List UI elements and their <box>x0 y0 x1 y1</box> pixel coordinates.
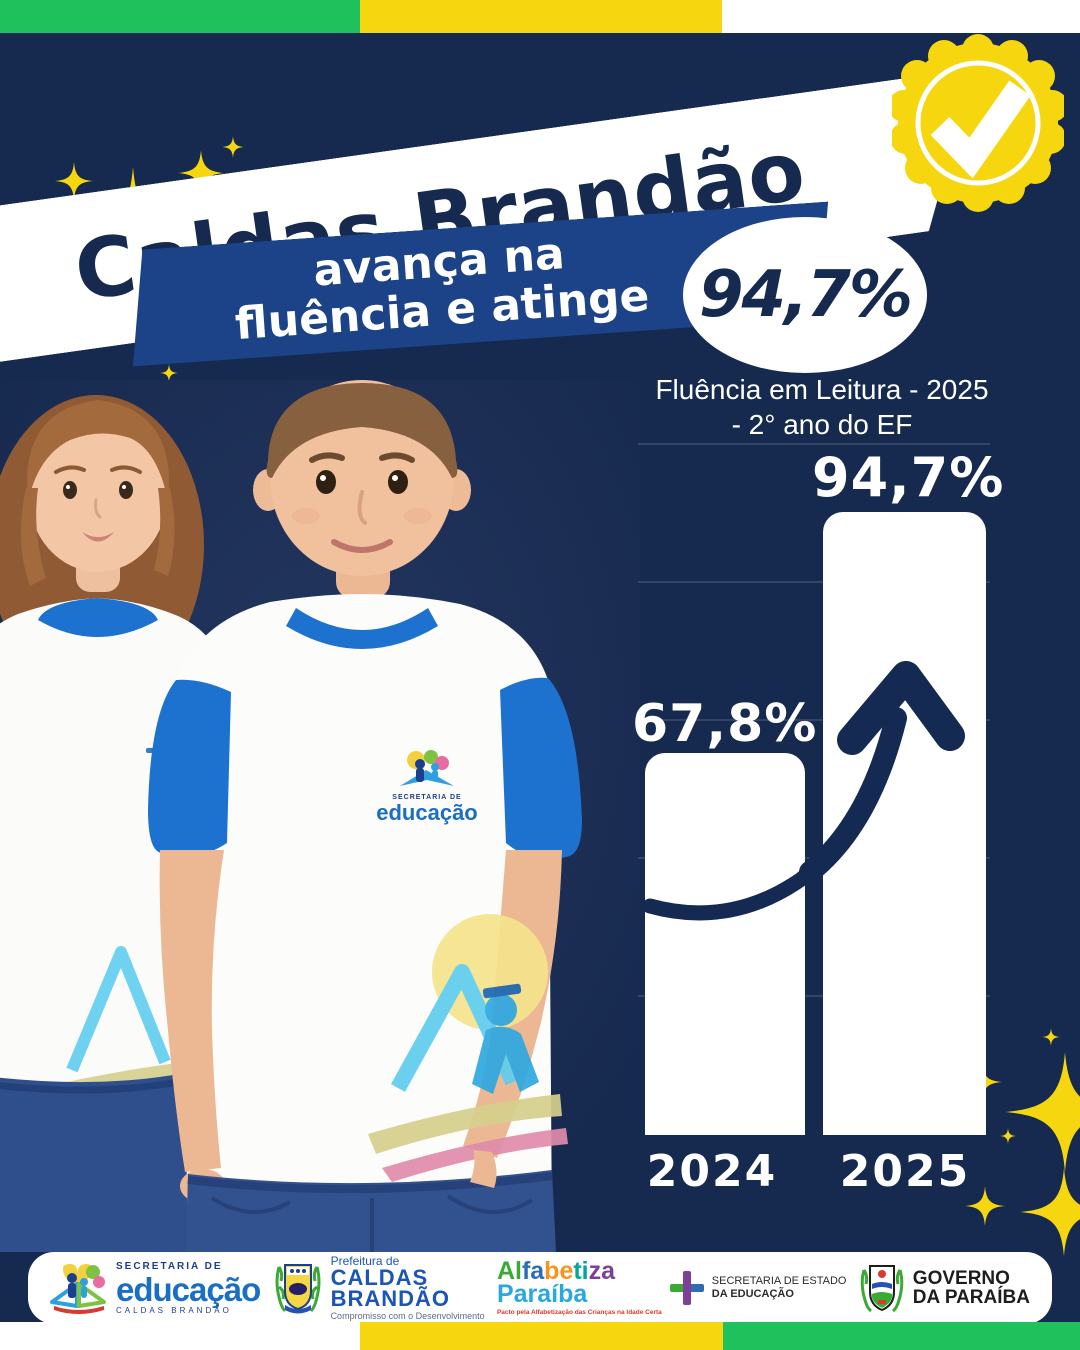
sparkle-icon <box>1005 1052 1080 1172</box>
footer-logo-bar: SECRETARIA DE educação CALDAS BRANDÃO Pr… <box>28 1252 1052 1324</box>
prefeitura-main-label-1: CALDAS <box>330 1265 429 1291</box>
bar-value-2025: 94,7% <box>812 446 1005 509</box>
alfabetiza-paraiba-logo: Alfabetiza Paraíba Pacto pela Alfabetiza… <box>496 1256 847 1317</box>
chart-gridline <box>638 443 990 445</box>
sparkle-icon <box>160 364 178 382</box>
stripe-segment-green <box>0 0 360 33</box>
sparkle-icon <box>965 1186 1005 1226</box>
alfabetiza-wordmark: Alfabetiza <box>496 1256 616 1285</box>
sparkle-icon <box>178 150 224 196</box>
highlight-value: 94,7% <box>698 258 913 332</box>
stripe-segment-yellow <box>360 1322 723 1350</box>
paraiba-wordmark: Paraíba <box>496 1280 588 1309</box>
subtitle-line-2: fluência e atinge <box>233 270 651 351</box>
secretaria-sub-label: CALDAS BRANDÃO <box>116 1305 232 1315</box>
stripe-segment-white <box>0 1322 360 1350</box>
sparkle-icon <box>222 136 244 158</box>
secretaria-educacao-logo-icon <box>50 1264 106 1314</box>
prefeitura-top-label: Prefeitura de <box>330 1254 400 1269</box>
prefeitura-tagline: Compromisso com o Desenvolvimento <box>330 1310 485 1321</box>
stripe-segment-yellow <box>360 0 722 33</box>
secretaria-educacao-logo: SECRETARIA DE educação CALDAS BRANDÃO <box>50 1260 261 1315</box>
chart-gridline <box>638 995 990 997</box>
governo-label-2: DA PARAÍBA <box>912 1287 1030 1308</box>
stripe-segment-white <box>722 0 1080 33</box>
governo-label-1: GOVERNO <box>912 1267 1010 1289</box>
children-photo: SECRETARIA DE educação <box>0 380 640 1252</box>
bottom-stripe <box>0 1322 1080 1350</box>
check-badge-icon <box>888 24 1068 222</box>
bar-label-2024: 2024 <box>646 1146 778 1197</box>
svg-text:SECRETARIA DE: SECRETARIA DE <box>392 794 461 801</box>
svg-text:educação: educação <box>376 800 478 825</box>
governo-paraiba-logo: GOVERNO DA PARAÍBA <box>859 1262 1030 1314</box>
bar-2025 <box>823 512 986 1135</box>
secretaria-estado-label: SECRETARIA DE ESTADO DA EDUCAÇÃO <box>711 1274 847 1300</box>
sparkle-icon <box>1000 1128 1016 1144</box>
prefeitura-logo: Prefeitura de CALDAS BRANDÃO Compromisso… <box>273 1255 485 1321</box>
sparkle-icon <box>55 162 93 200</box>
sparkle-icon <box>1042 1028 1060 1046</box>
caption-line-1: Fluência em Leitura - 2025 <box>655 374 989 405</box>
secretaria-top-label: SECRETARIA DE <box>116 1260 223 1272</box>
top-stripe <box>0 0 1080 33</box>
caption-line-2: - 2° ano do EF <box>731 409 913 440</box>
stripe-segment-green <box>723 1322 1080 1350</box>
prefeitura-crest-icon <box>275 1264 321 1314</box>
bar-label-2025: 2025 <box>839 1146 971 1197</box>
governo-crest-icon <box>860 1265 904 1313</box>
sparkle-icon <box>1020 1168 1080 1256</box>
chart-gridline <box>638 581 990 583</box>
prefeitura-main-label-2: BRANDÃO <box>330 1286 451 1311</box>
alfabetiza-tagline: Pacto pela Alfabetização das Crianças na… <box>496 1309 662 1316</box>
secretaria-main-label: educação <box>116 1270 261 1308</box>
plus-icon <box>669 1271 704 1305</box>
shirt-logo: SECRETARIA DE educação <box>376 750 478 825</box>
highlight-oval: 94,7% <box>683 217 927 373</box>
bar-2024 <box>645 753 805 1135</box>
bar-value-2024: 67,8% <box>632 694 818 754</box>
chart-caption: Fluência em Leitura - 2025 - 2° ano do E… <box>647 372 997 442</box>
